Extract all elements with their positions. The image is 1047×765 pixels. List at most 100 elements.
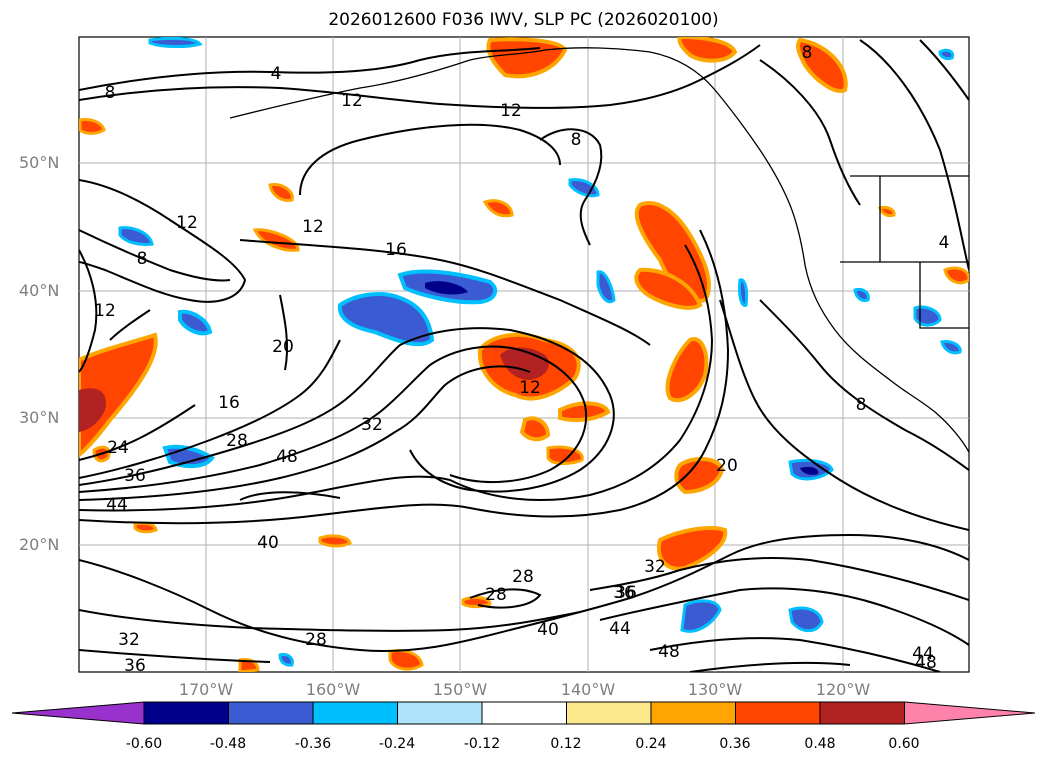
contour-label: 12: [519, 378, 541, 398]
contour-label: 12: [341, 91, 363, 111]
lon-label: 150°W: [432, 680, 488, 699]
colorbar-segment: [650, 701, 736, 725]
contour-label: 28: [226, 431, 248, 451]
colorbar-tick: 0.48: [804, 736, 836, 752]
contour-label: 32: [361, 415, 383, 435]
lon-label: 170°W: [178, 680, 234, 699]
iwv-shading: [79, 37, 969, 672]
coastlines: [229, 47, 969, 453]
negative-anomaly: [596, 270, 616, 304]
positive-anomaly: [79, 388, 106, 432]
positive-anomaly: [133, 521, 158, 534]
contour-label: 20: [716, 456, 738, 476]
colorbar-extend-low: [11, 701, 145, 725]
contour-label: 28: [512, 567, 534, 587]
negative-anomaly: [800, 466, 819, 475]
positive-anomaly: [795, 37, 848, 93]
colorbar-segment: [819, 701, 905, 725]
positive-anomaly: [656, 526, 728, 571]
contour-label: 48: [658, 642, 680, 662]
colorbar-tick: -0.48: [209, 736, 247, 752]
contour-label: 4: [271, 64, 282, 84]
contour-label: 8: [802, 43, 813, 63]
positive-anomaly: [79, 332, 158, 458]
negative-anomaly: [425, 281, 468, 295]
positive-anomaly: [634, 267, 703, 310]
contour-label: 36: [613, 583, 635, 603]
contour-label: 44: [609, 619, 631, 639]
lat-label: 50°N: [19, 153, 60, 172]
contour-label: 44: [106, 495, 128, 515]
colorbar-segment: [481, 701, 567, 725]
lon-label: 140°W: [560, 680, 616, 699]
colorbar-tick: 0.60: [888, 736, 920, 752]
contour-labels: 4 8 12 12 8 12 16 12 8 12 20 16 28 32 36…: [94, 43, 950, 676]
positive-anomaly: [558, 401, 611, 422]
negative-anomaly: [278, 653, 294, 667]
lat-label: 20°N: [19, 535, 60, 554]
contour-label: 48: [276, 447, 298, 467]
colorbar-tick: -0.12: [463, 736, 501, 752]
contour-label: 40: [537, 620, 559, 640]
contour-label: 36: [124, 466, 146, 486]
positive-anomaly: [634, 201, 711, 303]
positive-anomaly: [943, 266, 969, 285]
colorbar-tick: -0.24: [378, 736, 416, 752]
contour-label: 12: [94, 301, 116, 321]
positive-anomaly: [674, 457, 725, 495]
contour-label: 32: [118, 630, 140, 650]
positive-anomaly: [238, 658, 260, 672]
negative-anomaly: [913, 305, 942, 327]
lon-label: 130°W: [687, 680, 743, 699]
contour-label: 24: [107, 438, 129, 458]
positive-anomaly: [79, 118, 106, 135]
colorbar-segment: [397, 701, 483, 725]
contour-label: 4: [939, 233, 950, 253]
contour-label: 8: [571, 130, 582, 150]
positive-anomaly: [665, 337, 709, 403]
colorbar-segment: [312, 701, 398, 725]
positive-anomaly: [677, 37, 738, 63]
colorbar-segment: [735, 701, 821, 725]
colorbar-segment: [228, 701, 314, 725]
negative-anomaly: [788, 606, 824, 633]
lon-label: 120°W: [815, 680, 871, 699]
colorbar-segment: [566, 701, 652, 725]
colorbar-tick: 0.36: [719, 736, 751, 752]
contour-label: 48: [915, 653, 937, 673]
colorbar-tick: 0.12: [550, 736, 582, 752]
positive-anomaly: [268, 182, 294, 202]
colorbar-tick: 0.24: [635, 736, 667, 752]
negative-anomaly: [178, 309, 213, 336]
colorbar: [11, 701, 1036, 725]
negative-anomaly: [337, 292, 435, 347]
gridlines: [79, 37, 969, 672]
negative-anomaly: [680, 599, 722, 633]
contour-label: 16: [385, 240, 407, 260]
contour-label: 44: [912, 644, 934, 664]
positive-anomaly: [461, 595, 492, 609]
lat-label: 40°N: [19, 281, 60, 300]
contour-label: 40: [257, 533, 279, 553]
contour-label: 12: [500, 101, 522, 121]
contour-label: 20: [272, 337, 294, 357]
negative-anomaly: [940, 340, 962, 355]
contour-label: 8: [105, 83, 116, 103]
colorbar-extend-high: [904, 701, 1036, 725]
contour-label: 8: [856, 395, 867, 415]
negative-anomaly: [118, 226, 154, 246]
colorbar-segment: [143, 701, 229, 725]
lat-label: 30°N: [19, 408, 60, 427]
positive-anomaly: [318, 534, 352, 548]
contour-label: 36: [124, 656, 146, 676]
contour-label: 36: [615, 583, 637, 603]
contour-label: 12: [302, 217, 324, 237]
colorbar-tick: -0.36: [294, 736, 332, 752]
contour-label: 32: [644, 557, 666, 577]
contour-label: 8: [137, 249, 148, 269]
positive-anomaly: [878, 206, 896, 218]
negative-anomaly: [938, 48, 955, 61]
negative-anomaly: [738, 278, 749, 307]
colorbar-tick: -0.60: [125, 736, 163, 752]
